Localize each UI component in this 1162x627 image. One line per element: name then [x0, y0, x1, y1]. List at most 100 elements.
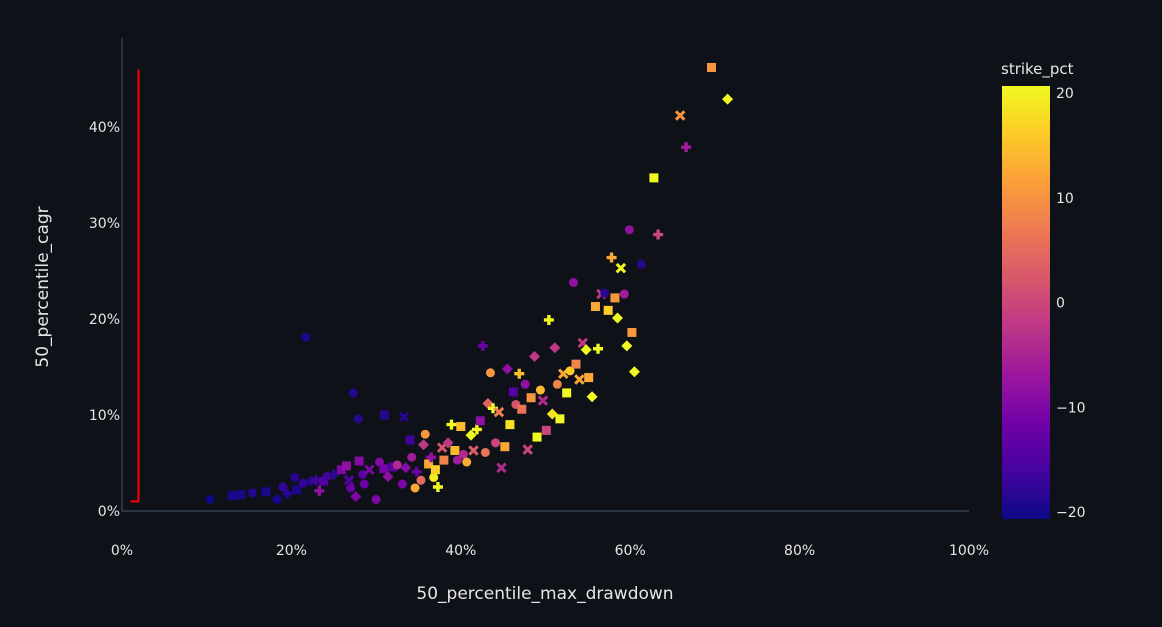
data-point	[452, 455, 462, 465]
data-point	[590, 302, 600, 312]
data-point	[450, 446, 460, 456]
data-point	[621, 340, 633, 352]
data-point	[319, 476, 329, 486]
data-point	[549, 342, 561, 354]
data-point	[346, 483, 356, 493]
data-point	[305, 475, 317, 487]
colorbar-tick-label: −20	[1056, 505, 1086, 521]
data-point	[290, 472, 300, 482]
data-point	[465, 429, 477, 441]
colorbar-tick-label: 10	[1056, 191, 1074, 207]
data-point	[247, 488, 257, 498]
data-point	[400, 462, 412, 474]
data-point	[514, 368, 525, 379]
data-point	[508, 387, 518, 397]
data-point	[491, 438, 501, 448]
data-point	[353, 414, 363, 424]
data-point	[380, 410, 390, 420]
data-point	[388, 462, 398, 472]
data-point	[505, 420, 515, 430]
data-point	[429, 472, 439, 482]
data-point	[681, 142, 692, 153]
x-tick-label: 80%	[784, 543, 815, 559]
colorbar-title: strike_pct	[1001, 60, 1074, 79]
data-point	[487, 403, 498, 414]
data-point	[364, 464, 375, 475]
x-tick-label: 100%	[949, 543, 989, 559]
axis-ticks: 0% 20% 40% 60% 80% 100% 0% 10% 20% 30% 40%	[89, 120, 989, 559]
data-point	[480, 447, 490, 457]
data-point	[236, 490, 246, 500]
reference-line	[130, 69, 140, 503]
data-point	[627, 327, 637, 337]
data-point	[359, 479, 369, 489]
data-point	[420, 429, 430, 439]
x-tick-label: 60%	[615, 543, 646, 559]
colorbar-tick-label: 0	[1056, 296, 1065, 312]
data-point	[301, 332, 311, 342]
data-point	[416, 475, 426, 485]
data-point	[382, 470, 394, 482]
data-point	[520, 379, 530, 389]
data-point	[446, 419, 457, 430]
data-point	[392, 460, 402, 470]
data-point	[526, 393, 536, 403]
data-point	[517, 404, 527, 414]
data-point	[343, 475, 355, 486]
data-point	[272, 494, 282, 504]
data-point	[310, 475, 321, 486]
data-point	[615, 262, 627, 274]
data-point	[430, 465, 440, 475]
data-point	[471, 424, 482, 435]
data-point	[261, 487, 271, 497]
data-point	[611, 312, 623, 324]
data-point	[336, 465, 346, 475]
y-axis-title: 50_percentile_cagr	[33, 206, 53, 367]
data-point	[593, 343, 604, 354]
x-tick-label: 0%	[111, 543, 133, 559]
data-point	[397, 479, 407, 489]
data-point	[278, 482, 288, 492]
data-point	[522, 444, 533, 455]
data-point	[407, 452, 417, 462]
data-point	[475, 416, 485, 426]
data-point	[291, 485, 301, 495]
data-point	[624, 225, 634, 235]
data-point	[501, 363, 513, 375]
y-tick-label: 20%	[89, 312, 120, 328]
data-point	[410, 483, 420, 493]
data-point	[571, 359, 581, 369]
data-point	[398, 411, 410, 423]
data-points	[205, 62, 734, 504]
y-tick-label: 0%	[98, 504, 120, 520]
data-point	[341, 461, 351, 471]
data-point	[458, 449, 468, 459]
data-point	[707, 62, 717, 72]
data-point	[653, 229, 664, 240]
data-point	[379, 464, 389, 474]
data-point	[674, 110, 686, 121]
data-point	[371, 494, 381, 504]
data-point	[528, 350, 540, 362]
data-point	[477, 340, 488, 351]
data-point	[555, 414, 565, 424]
data-point	[610, 293, 620, 303]
data-point	[439, 455, 449, 465]
data-point	[603, 305, 613, 315]
data-point	[468, 445, 479, 456]
data-point	[405, 435, 415, 445]
data-point	[328, 469, 339, 480]
data-point	[628, 366, 640, 378]
data-point	[432, 482, 443, 492]
data-point	[442, 437, 454, 449]
data-point	[636, 259, 646, 269]
data-point	[580, 344, 592, 356]
y-tick-label: 40%	[89, 120, 120, 136]
data-point	[541, 425, 551, 435]
x-tick-label: 40%	[445, 543, 476, 559]
y-tick-label: 30%	[89, 216, 120, 232]
data-point	[532, 432, 542, 442]
data-point	[552, 379, 562, 389]
colorbar-ticks: 20 10 0 −10 −20	[1056, 86, 1086, 521]
